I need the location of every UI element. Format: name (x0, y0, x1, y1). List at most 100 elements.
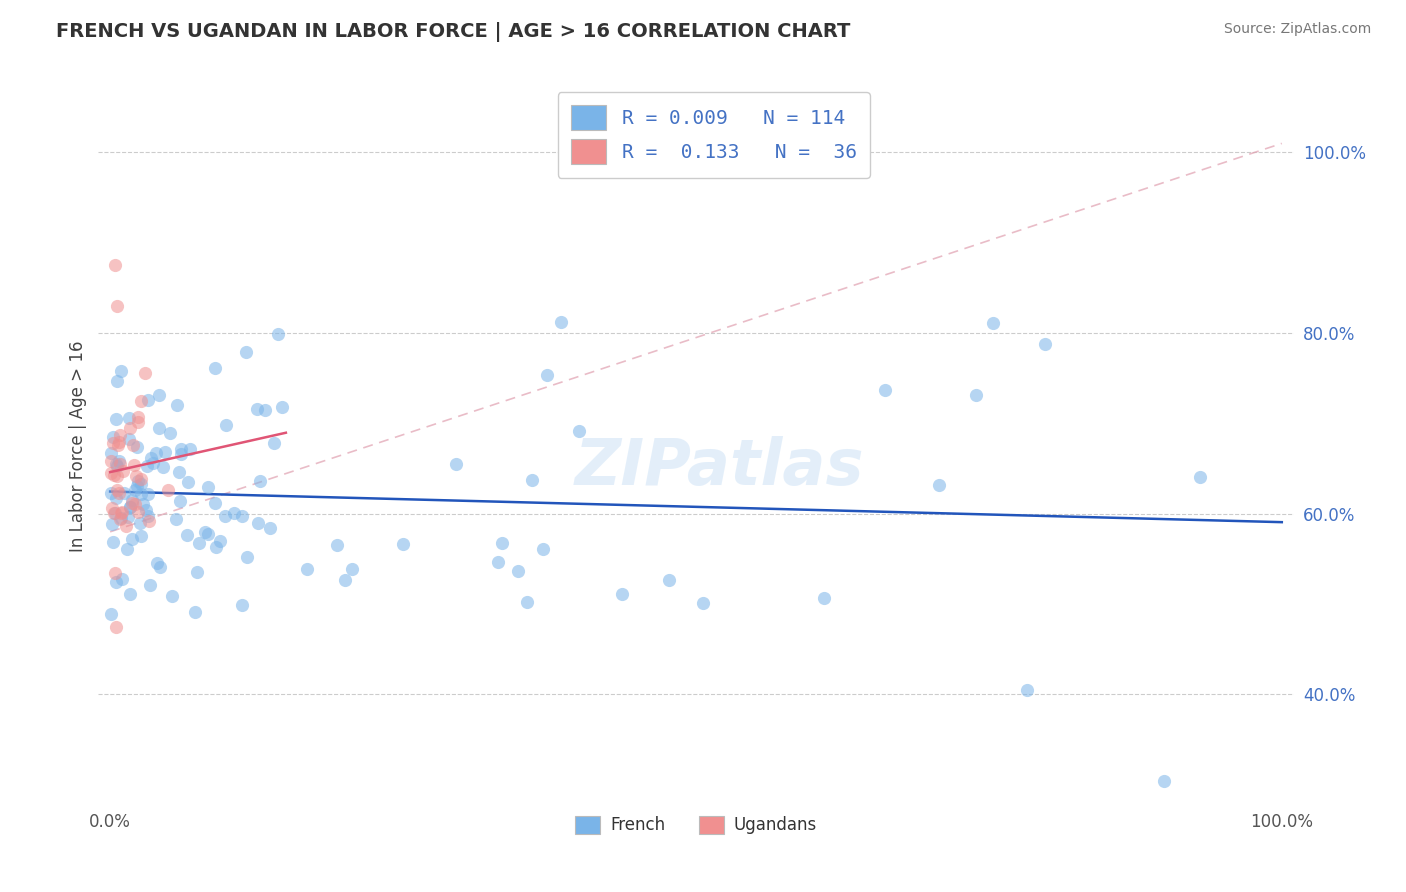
Point (444, 457, 467, 471)
Point (101, 436, 124, 450)
Point (136, 486, 159, 500)
Point (125, 440, 148, 454)
Point (110, 511, 132, 525)
Text: FRENCH VS UGANDAN IN LABOR FORCE | AGE > 16 CORRELATION CHART: FRENCH VS UGANDAN IN LABOR FORCE | AGE >… (56, 22, 851, 42)
Point (249, 474, 271, 488)
Point (105, 469, 128, 483)
Point (235, 550, 257, 565)
Point (176, 528, 198, 542)
Point (253, 403, 276, 417)
Point (138, 509, 160, 524)
Point (186, 566, 208, 580)
Point (813, 591, 835, 605)
Y-axis label: In Labor Force | Age > 16: In Labor Force | Age > 16 (69, 340, 87, 552)
Point (148, 388, 170, 402)
Point (197, 480, 219, 494)
Point (129, 528, 152, 542)
Point (204, 360, 226, 375)
Point (167, 465, 190, 479)
Point (118, 500, 141, 515)
Point (111, 572, 134, 586)
Point (104, 412, 127, 426)
Point (246, 516, 269, 530)
Point (165, 512, 187, 526)
Point (136, 458, 159, 473)
Point (120, 587, 142, 601)
Point (267, 326, 290, 341)
Point (340, 562, 363, 576)
Point (160, 590, 183, 604)
Point (531, 542, 554, 557)
Point (110, 364, 132, 378)
Point (121, 492, 143, 507)
Point (100, 466, 122, 480)
Point (127, 410, 149, 425)
Point (516, 595, 538, 609)
Point (125, 468, 148, 483)
Point (108, 454, 131, 468)
Point (107, 438, 129, 452)
Point (157, 483, 180, 498)
Point (117, 433, 139, 447)
Point (108, 457, 131, 471)
Point (103, 467, 125, 482)
Point (142, 456, 165, 470)
Point (550, 315, 572, 329)
Point (108, 512, 131, 526)
Point (177, 475, 200, 490)
Point (246, 402, 269, 417)
Point (105, 620, 128, 634)
Point (1188, 470, 1211, 484)
Point (169, 493, 191, 508)
Point (194, 524, 217, 539)
Point (104, 574, 127, 589)
Point (127, 505, 149, 519)
Point (104, 457, 127, 471)
Point (111, 505, 134, 519)
Point (155, 445, 177, 459)
Point (138, 514, 160, 528)
Point (121, 496, 143, 510)
Point (965, 388, 987, 402)
Point (263, 436, 285, 450)
Point (101, 430, 124, 444)
Point (134, 366, 156, 380)
Point (105, 491, 128, 505)
Point (129, 476, 152, 491)
Point (204, 496, 226, 510)
Point (129, 394, 152, 409)
Point (259, 520, 281, 534)
Point (209, 533, 232, 548)
Point (1033, 337, 1056, 351)
Point (132, 497, 155, 511)
Point (145, 446, 167, 460)
Point (124, 483, 146, 498)
Point (115, 542, 138, 557)
Point (271, 401, 294, 415)
Point (148, 420, 170, 434)
Point (125, 479, 148, 493)
Point (105, 483, 128, 497)
Text: Source: ZipAtlas.com: Source: ZipAtlas.com (1223, 22, 1371, 37)
Point (104, 566, 127, 581)
Point (110, 506, 132, 520)
Point (100, 607, 122, 621)
Point (506, 564, 529, 578)
Point (1015, 683, 1038, 698)
Point (179, 442, 201, 456)
Point (136, 392, 159, 407)
Point (335, 573, 357, 587)
Point (928, 478, 950, 492)
Point (100, 446, 122, 460)
Point (326, 538, 349, 552)
Point (214, 509, 236, 524)
Point (139, 578, 162, 592)
Point (104, 258, 127, 272)
Point (108, 435, 131, 450)
Point (100, 517, 122, 532)
Point (108, 428, 131, 442)
Point (295, 562, 318, 576)
Point (152, 460, 174, 475)
Point (100, 454, 122, 468)
Point (121, 438, 143, 452)
